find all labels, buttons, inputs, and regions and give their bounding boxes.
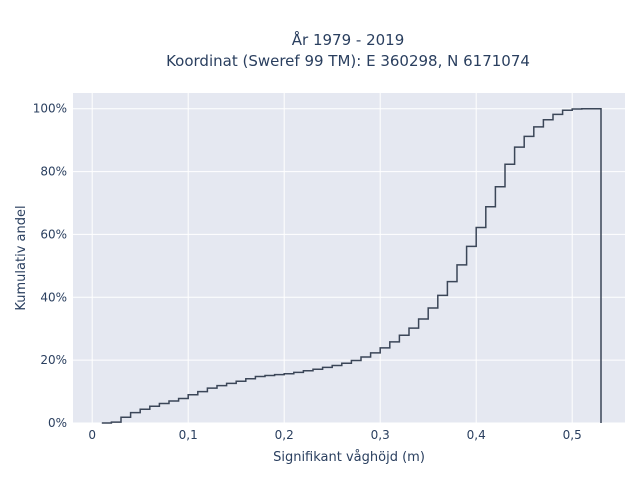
y-tick-label: 80%	[40, 165, 67, 179]
x-tick-label: 0,4	[467, 428, 486, 442]
y-axis-title: Kumulativ andel	[14, 205, 29, 310]
y-tick-label: 40%	[40, 290, 67, 304]
x-tick-labels: 0 0,1 0,2 0,3 0,4 0,5	[88, 428, 581, 442]
y-tick-label: 0%	[48, 416, 67, 430]
x-tick-label: 0,1	[179, 428, 198, 442]
x-tick-label: 0,5	[563, 428, 582, 442]
x-tick-label: 0	[88, 428, 96, 442]
y-tick-label: 60%	[40, 227, 67, 241]
grid-lines	[73, 93, 625, 424]
y-tick-label: 20%	[40, 353, 67, 367]
x-tick-label: 0,3	[371, 428, 390, 442]
chart-title-line1: År 1979 - 2019	[292, 30, 405, 49]
x-tick-label: 0,2	[275, 428, 294, 442]
plot-area	[73, 93, 625, 423]
cdf-step-line	[101, 107, 602, 424]
y-tick-labels: 0% 20% 40% 60% 80% 100%	[33, 102, 67, 430]
y-tick-label: 100%	[33, 102, 67, 116]
x-axis-title: Signifikant våghöjd (m)	[273, 450, 425, 465]
chart-title-line2: Koordinat (Sweref 99 TM): E 360298, N 61…	[166, 52, 530, 70]
step-series	[101, 107, 602, 424]
